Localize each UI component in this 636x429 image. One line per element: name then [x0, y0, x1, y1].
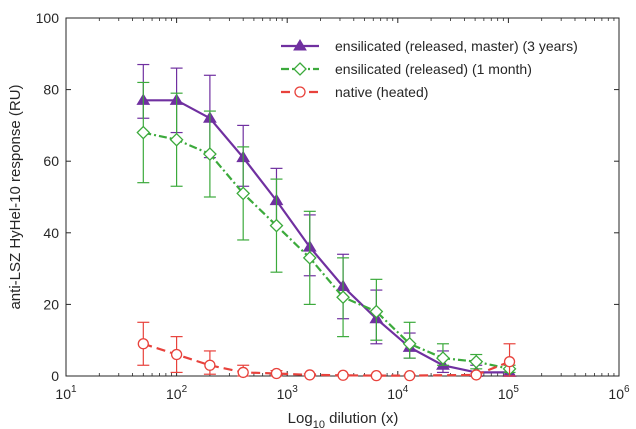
series-3 [137, 321, 516, 382]
x-tick-label-exponent: 6 [624, 384, 630, 395]
data-point-diamond [469, 354, 484, 369]
x-tick-label: 102 [166, 384, 188, 402]
data-point-circle [204, 359, 216, 371]
y-tick-label: 100 [36, 10, 60, 26]
legend-marker-diamond-icon [293, 62, 307, 76]
data-point-diamond [302, 250, 317, 265]
legend-label-3-years: ensilicated (released, master) (3 years) [335, 38, 578, 54]
x-tick-label-exponent: 5 [513, 384, 519, 395]
data-point-circle [503, 356, 516, 368]
data-point-diamond [169, 132, 184, 147]
data-point-diamond [336, 290, 350, 305]
x-tick-label-exponent: 1 [71, 384, 77, 395]
series-1 [136, 63, 517, 377]
x-tick-label-base: 10 [166, 386, 182, 402]
legend-entry-3-years: ensilicated (released, master) (3 years) [281, 38, 578, 54]
legend: ensilicated (released, master) (3 years)… [281, 38, 578, 100]
data-point-circle [304, 369, 316, 381]
x-tick-label-exponent: 3 [292, 384, 298, 395]
legend-entry-native: native (heated) [281, 84, 428, 100]
x-tick-label-base: 10 [608, 386, 624, 402]
y-tick-label: 0 [51, 368, 59, 384]
data-point-circle [404, 369, 416, 382]
x-tick-label-exponent: 2 [182, 384, 188, 395]
legend-marker-circle-icon [294, 86, 306, 98]
data-point-diamond [202, 147, 217, 161]
data-point-diamond [269, 218, 284, 233]
data-point-circle [270, 367, 283, 380]
x-tick-label: 106 [608, 384, 630, 402]
series-2 [136, 81, 517, 376]
x-tick-label-base: 10 [387, 386, 403, 402]
data-point-diamond [136, 125, 151, 140]
data-point-circle [337, 369, 349, 381]
x-tick-label-base: 10 [277, 386, 293, 402]
y-tick-label: 40 [43, 225, 59, 241]
legend-label-native: native (heated) [335, 84, 428, 100]
data-point-circle [370, 369, 383, 382]
legend-marker-triangle-icon [293, 39, 307, 51]
x-axis-title: Log10 dilution (x) [288, 410, 399, 429]
data-series [136, 63, 517, 382]
data-point-diamond [436, 351, 450, 366]
data-point-diamond [402, 336, 417, 351]
data-point-circle [137, 338, 149, 350]
x-tick-label: 104 [387, 384, 409, 402]
legend-entry-1-month: ensilicated (released) (1 month) [281, 61, 532, 77]
x-tick-label: 101 [55, 384, 77, 402]
series-line [143, 99, 510, 374]
legend-label-1-month: ensilicated (released) (1 month) [335, 61, 532, 77]
data-point-diamond [369, 304, 384, 319]
x-tick-label-exponent: 4 [403, 384, 409, 395]
y-axis-title: anti-LSZ HyHel-10 response (RU) [7, 84, 24, 309]
series-line [143, 131, 510, 370]
x-axis-title-subscript: 10 [313, 419, 325, 429]
y-tick-label: 80 [43, 82, 59, 98]
y-tick-label: 60 [43, 153, 59, 169]
data-point-diamond [236, 186, 251, 201]
data-point-circle [237, 366, 249, 379]
x-axis-title-base: Log [288, 410, 313, 427]
data-point-circle [170, 348, 183, 361]
y-tick-label: 20 [43, 296, 59, 312]
x-tick-label-base: 10 [498, 386, 514, 402]
x-tick-label-base: 10 [55, 386, 71, 402]
x-tick-label: 105 [498, 384, 520, 402]
x-axis-title-rest: dilution (x) [325, 410, 398, 427]
x-tick-label: 103 [277, 384, 299, 402]
data-point-circle [470, 369, 482, 381]
